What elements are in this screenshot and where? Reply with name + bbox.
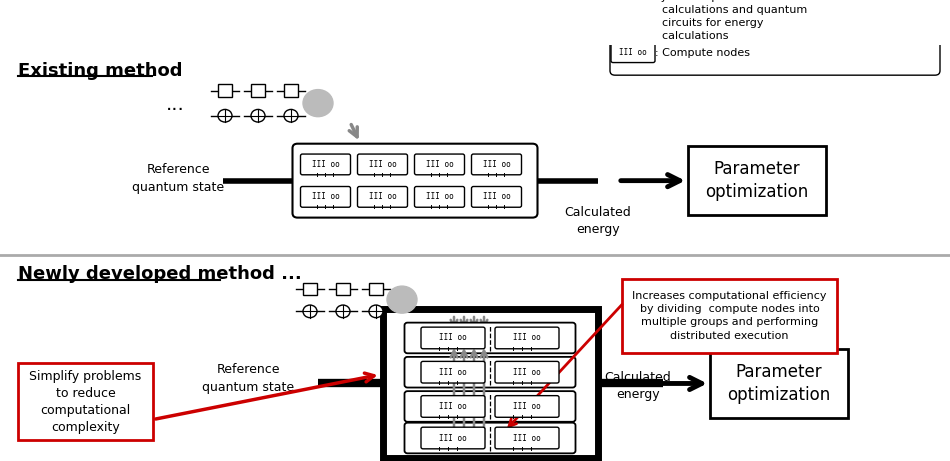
Circle shape [336,305,350,318]
Bar [622,279,837,353]
Text: Calculated
energy: Calculated energy [564,206,632,236]
FancyBboxPatch shape [421,396,485,417]
FancyBboxPatch shape [471,154,522,175]
Text: III oo: III oo [426,160,453,169]
Text: III oo: III oo [312,192,339,201]
Text: ...: ... [165,95,184,113]
Text: III oo: III oo [513,333,541,343]
FancyBboxPatch shape [405,423,576,453]
Circle shape [369,305,383,318]
Text: III oo: III oo [513,402,541,411]
Bar [627,0,639,4]
FancyBboxPatch shape [421,361,485,383]
FancyBboxPatch shape [495,396,559,417]
Text: III oo: III oo [312,160,339,169]
FancyBboxPatch shape [300,154,351,175]
Text: III oo: III oo [439,433,466,443]
Bar [218,84,232,97]
FancyBboxPatch shape [471,187,522,207]
FancyBboxPatch shape [414,154,465,175]
Text: III oo: III oo [439,333,466,343]
Text: Parameter
optimization: Parameter optimization [705,160,808,201]
FancyBboxPatch shape [357,187,408,207]
FancyBboxPatch shape [405,391,576,422]
Text: III oo: III oo [483,160,510,169]
FancyBboxPatch shape [611,43,655,63]
Circle shape [303,89,333,117]
Circle shape [303,305,317,318]
Bar [383,309,598,458]
Bar [336,283,350,295]
Text: III oo: III oo [439,402,466,411]
Bar [303,283,317,295]
Circle shape [218,109,232,122]
FancyBboxPatch shape [421,327,485,349]
Text: III oo: III oo [369,192,396,201]
FancyBboxPatch shape [405,357,576,388]
Text: Existing method: Existing method [18,62,182,80]
Text: Reference
quantum state: Reference quantum state [132,163,224,195]
Text: Newly developed method ...: Newly developed method ... [18,266,302,284]
FancyBboxPatch shape [293,144,538,218]
Bar [688,147,826,215]
FancyBboxPatch shape [414,187,465,207]
Text: III oo: III oo [369,160,396,169]
Bar [369,283,383,295]
Bar [284,84,298,97]
Bar [251,84,265,97]
Text: III oo: III oo [483,192,510,201]
Bar [18,363,153,440]
Circle shape [387,286,417,313]
Text: Simplify problems
to reduce
computational
complexity: Simplify problems to reduce computationa… [29,370,142,433]
Text: Calculated
energy: Calculated energy [604,371,672,401]
FancyBboxPatch shape [421,427,485,449]
Text: III oo: III oo [426,192,453,201]
FancyBboxPatch shape [495,327,559,349]
Text: III oo: III oo [619,48,647,57]
FancyBboxPatch shape [405,323,576,353]
Text: Increases computational efficiency
by dividing  compute nodes into
multiple grou: Increases computational efficiency by di… [633,291,826,341]
FancyBboxPatch shape [300,187,351,207]
FancyBboxPatch shape [357,154,408,175]
Text: Parameter
optimization: Parameter optimization [728,363,830,404]
Text: : Jobs for quantum state
  calculations and quantum
  circuits for energy
  calc: : Jobs for quantum state calculations an… [655,0,808,41]
Circle shape [251,109,265,122]
Text: III oo: III oo [513,368,541,377]
FancyBboxPatch shape [495,427,559,449]
Text: III oo: III oo [513,433,541,443]
FancyBboxPatch shape [495,361,559,383]
Text: : Compute nodes: : Compute nodes [655,47,750,58]
Text: Reference
quantum state: Reference quantum state [202,363,294,395]
Bar [710,349,848,418]
Circle shape [284,109,298,122]
Text: III oo: III oo [439,368,466,377]
FancyBboxPatch shape [610,0,940,75]
